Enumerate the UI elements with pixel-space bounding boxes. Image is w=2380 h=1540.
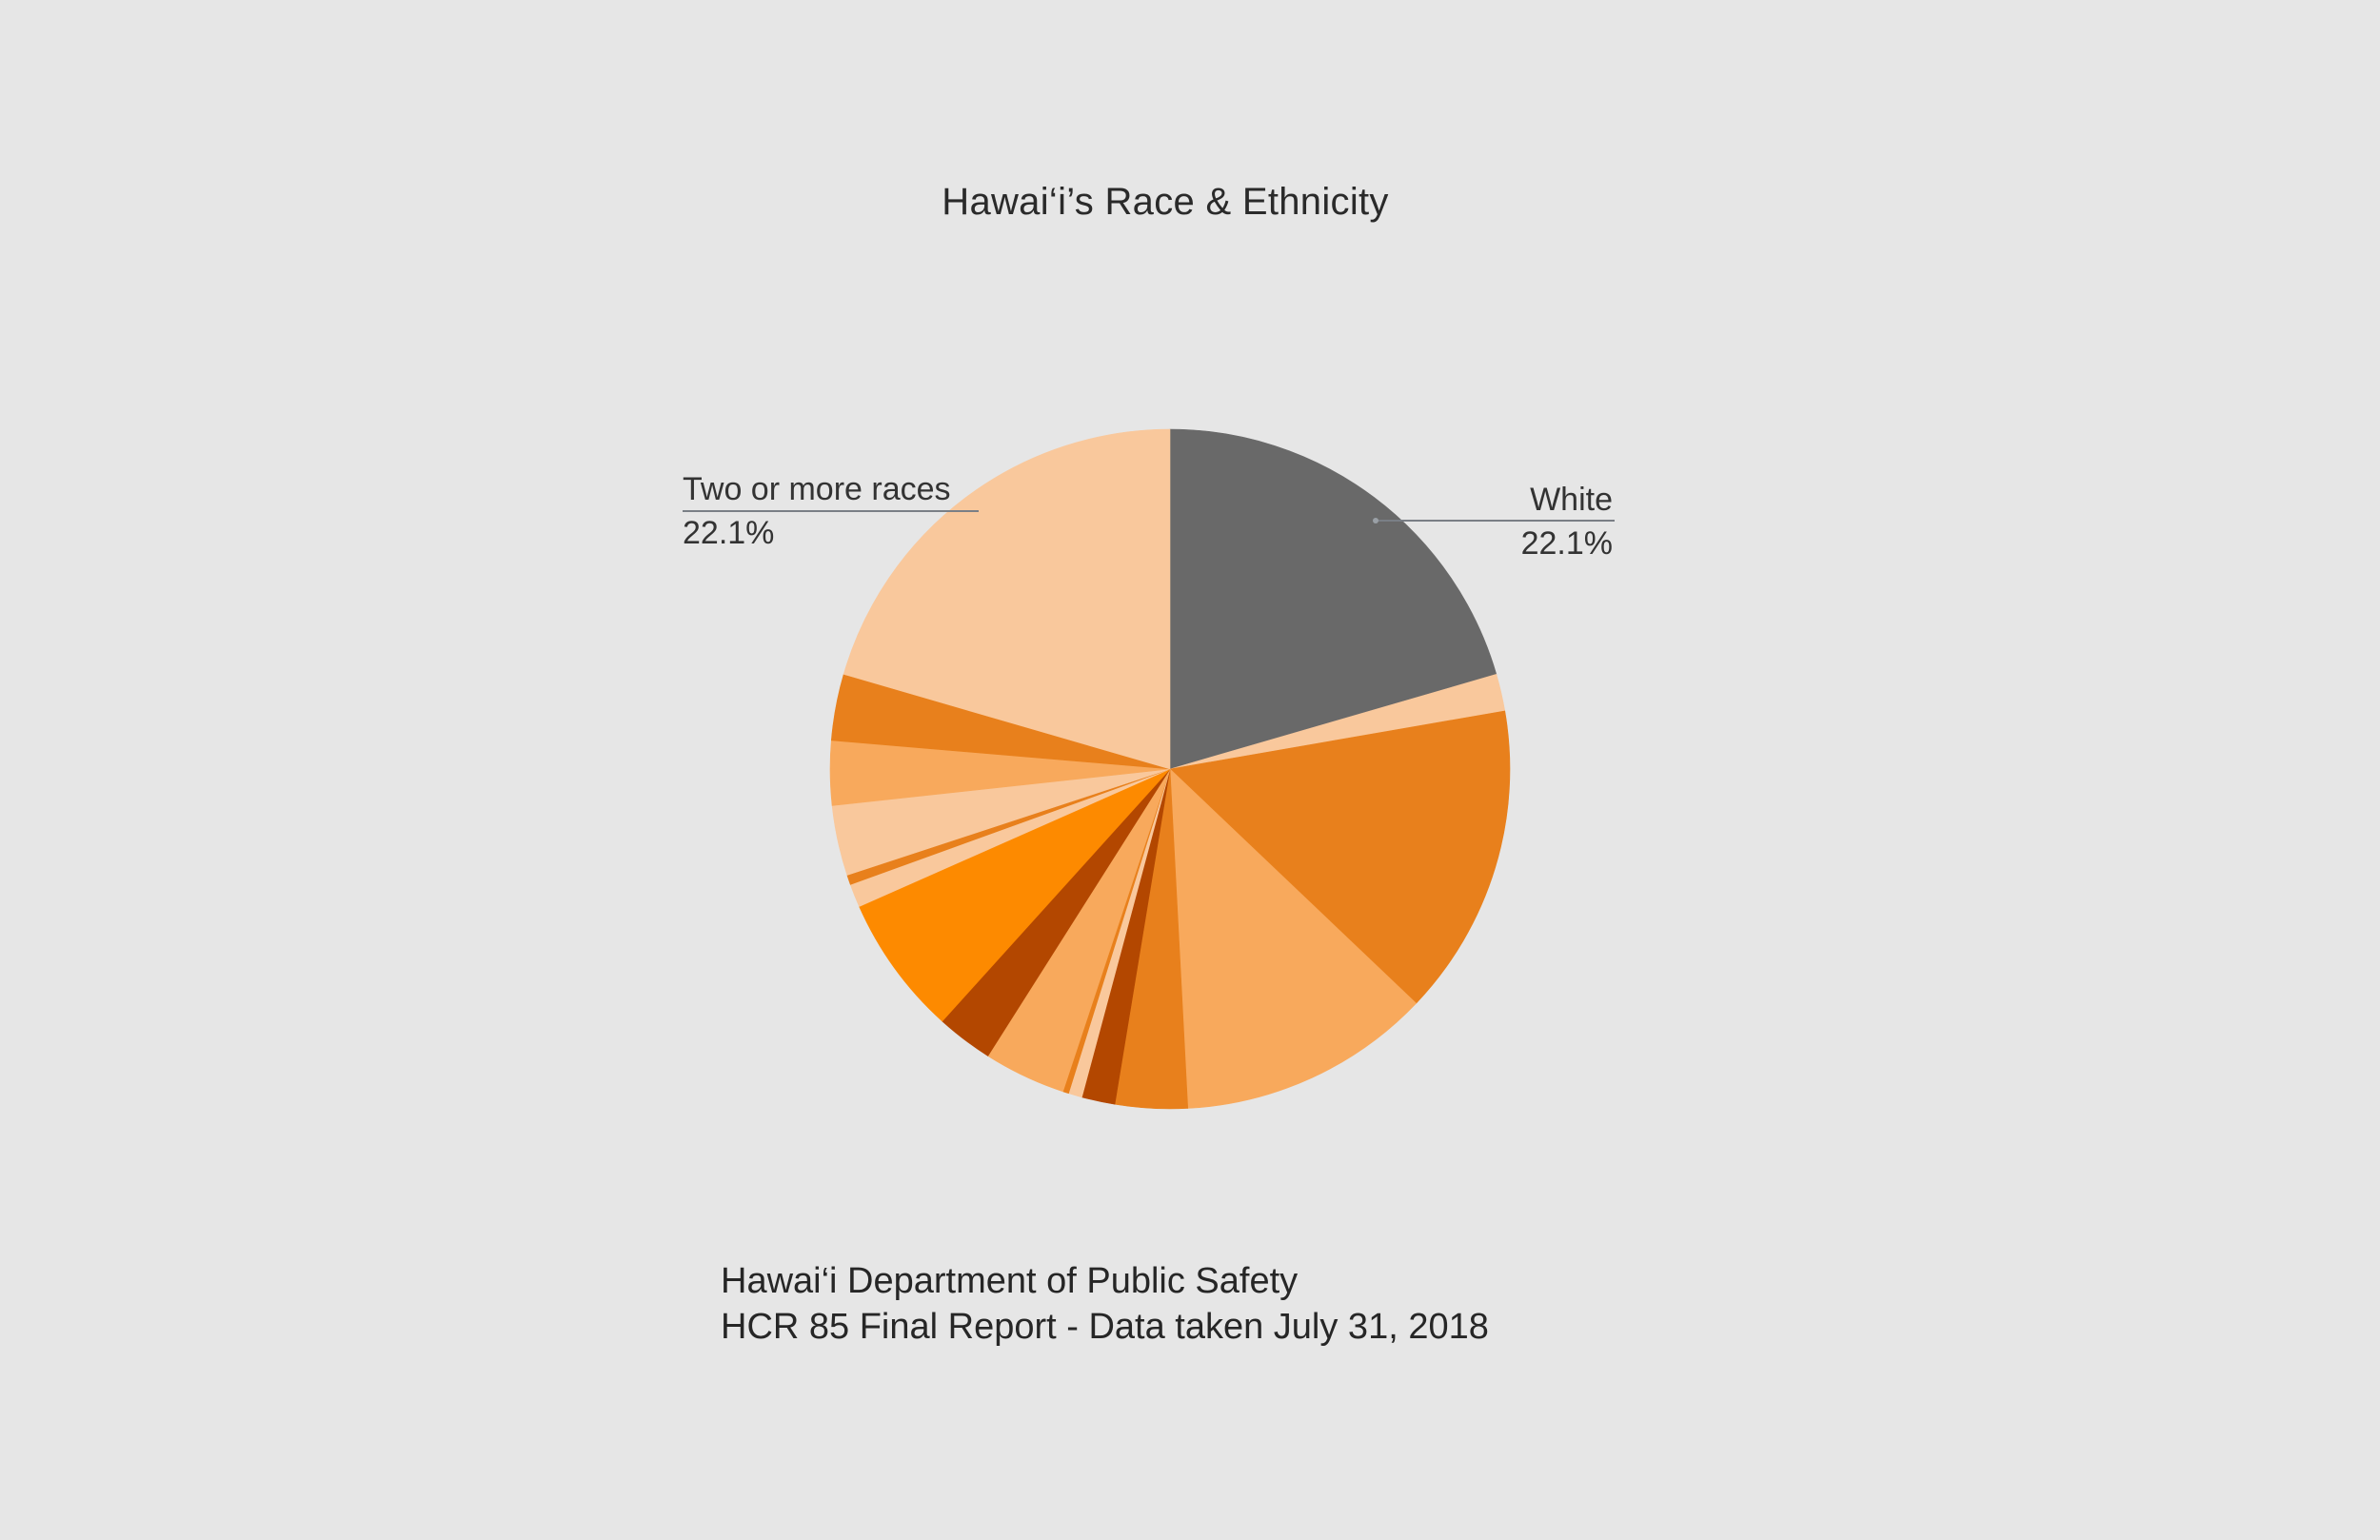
- pie-slice-unlabeled-4: [1169, 768, 1418, 1109]
- data-label-white: White 22.1%: [1485, 478, 1613, 565]
- pie-slice-unlabeled-3: [1169, 710, 1511, 1004]
- pie-slice-white: [1169, 428, 1497, 770]
- pie-slice-two-or-more-races: [843, 428, 1171, 770]
- source-line-1: Hawai‘i Department of Public Safety: [721, 1261, 1299, 1301]
- chart-title: Hawai‘i’s Race & Ethnicity: [942, 181, 1389, 223]
- data-label-value: 22.1%: [683, 515, 775, 551]
- data-label-name: Two or more races: [683, 471, 951, 507]
- source-line-2: HCR 85 Final Report - Data taken July 31…: [721, 1307, 1489, 1347]
- pie-slice-unlabeled-11: [859, 768, 1171, 1022]
- data-label-name: White: [1530, 482, 1613, 518]
- pie-slices: [829, 428, 1511, 1110]
- data-label-two-or-more: Two or more races 22.1%: [683, 467, 951, 555]
- source-note: Hawai‘i Department of Public Safety HCR …: [721, 1258, 1489, 1350]
- data-label-value: 22.1%: [1520, 525, 1613, 562]
- callout-dot-white: [1373, 518, 1378, 523]
